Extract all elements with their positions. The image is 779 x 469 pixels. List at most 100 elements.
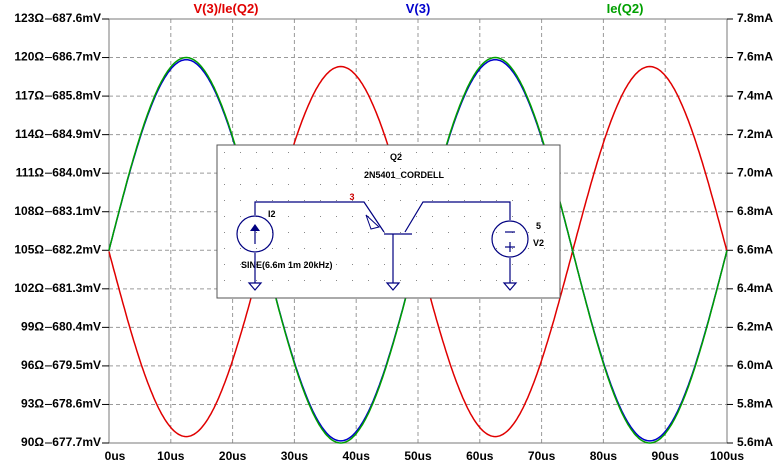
- y-tick-label-right: 6.0mA: [737, 358, 773, 372]
- y-tick-label-mv: 677.7mV: [52, 435, 101, 449]
- grid-dot: [544, 280, 545, 281]
- grid-dot: [320, 216, 321, 217]
- grid-dot: [336, 168, 337, 169]
- y-tick-label-mv: 682.2mV: [52, 242, 101, 256]
- grid-dot: [432, 200, 433, 201]
- grid-dot: [368, 152, 369, 153]
- grid-dot: [544, 152, 545, 153]
- grid-dot: [320, 168, 321, 169]
- grid-dot: [416, 152, 417, 153]
- grid-dot: [496, 232, 497, 233]
- grid-dot: [288, 216, 289, 217]
- y-tick-label-ohm: 93Ω: [21, 397, 44, 411]
- grid-dot: [416, 280, 417, 281]
- grid-dot: [304, 264, 305, 265]
- grid-dot: [384, 280, 385, 281]
- legend-series-1[interactable]: V(3): [406, 1, 431, 16]
- y-tick-label-ohm: 96Ω: [21, 358, 44, 372]
- grid-dot: [336, 200, 337, 201]
- grid-dot: [384, 264, 385, 265]
- grid-dot: [448, 264, 449, 265]
- grid-dot: [240, 200, 241, 201]
- grid-dot: [256, 168, 257, 169]
- grid-dot: [224, 200, 225, 201]
- y-tick-label-right: 6.8mA: [737, 204, 773, 218]
- grid-dot: [224, 184, 225, 185]
- y-tick-label-right: 6.6mA: [737, 242, 773, 256]
- grid-dot: [272, 200, 273, 201]
- grid-dot: [288, 152, 289, 153]
- y-tick-label-ohm: 108Ω: [14, 204, 44, 218]
- grid-dot: [432, 216, 433, 217]
- grid-dot: [464, 152, 465, 153]
- y-tick-label-right: 5.8mA: [737, 397, 773, 411]
- grid-dot: [352, 168, 353, 169]
- grid-dot: [496, 216, 497, 217]
- legend-series-0[interactable]: V(3)/Ie(Q2): [193, 1, 258, 16]
- voltage-source-value: 5: [536, 221, 541, 231]
- grid-dot: [352, 152, 353, 153]
- grid-dot: [544, 168, 545, 169]
- grid-dot: [320, 280, 321, 281]
- grid-dot: [384, 168, 385, 169]
- grid-dot: [528, 232, 529, 233]
- grid-dot: [528, 152, 529, 153]
- grid-dot: [496, 200, 497, 201]
- grid-dot: [416, 248, 417, 249]
- y-tick-label-ohm: 102Ω: [14, 281, 44, 295]
- x-tick-label: 70us: [528, 449, 556, 463]
- y-tick-label-ohm: 123Ω: [14, 11, 44, 25]
- grid-dot: [512, 264, 513, 265]
- y-tick-label-mv: 680.4mV: [52, 320, 101, 334]
- grid-dot: [480, 216, 481, 217]
- grid-dot: [352, 200, 353, 201]
- grid-dot: [432, 280, 433, 281]
- grid-dot: [224, 152, 225, 153]
- grid-dot: [320, 232, 321, 233]
- grid-dot: [240, 168, 241, 169]
- grid-dot: [272, 168, 273, 169]
- grid-dot: [544, 184, 545, 185]
- grid-dot: [368, 280, 369, 281]
- grid-dot: [384, 200, 385, 201]
- grid-dot: [288, 280, 289, 281]
- grid-dot: [384, 232, 385, 233]
- grid-dot: [496, 248, 497, 249]
- x-tick-label: 90us: [652, 449, 680, 463]
- grid-dot: [320, 200, 321, 201]
- grid-dot: [480, 280, 481, 281]
- grid-dot: [528, 280, 529, 281]
- grid-dot: [224, 168, 225, 169]
- grid-dot: [464, 264, 465, 265]
- grid-dot: [256, 184, 257, 185]
- y-tick-label-right: 7.6mA: [737, 50, 773, 64]
- current-source-value: SINE(6.6m 1m 20kHz): [241, 260, 333, 270]
- grid-dot: [336, 248, 337, 249]
- grid-dot: [384, 216, 385, 217]
- y-tick-label-ohm: 90Ω: [21, 435, 44, 449]
- grid-dot: [512, 248, 513, 249]
- x-tick-label: 20us: [219, 449, 247, 463]
- grid-dot: [448, 232, 449, 233]
- grid-dot: [464, 216, 465, 217]
- grid-dot: [352, 216, 353, 217]
- grid-dot: [464, 248, 465, 249]
- y-axis-right: 5.6mA 5.8mA 6.0mA 6.2mA 6.4mA 6.6mA 6.8mA 7.0mA…: [727, 11, 773, 449]
- node-label: 3: [349, 192, 354, 202]
- grid-dot: [464, 168, 465, 169]
- grid-dot: [544, 248, 545, 249]
- grid-dot: [336, 152, 337, 153]
- grid-dot: [240, 184, 241, 185]
- grid-dot: [448, 152, 449, 153]
- grid-dot: [320, 184, 321, 185]
- grid-dot: [352, 280, 353, 281]
- grid-dot: [496, 280, 497, 281]
- voltage-source-icon: [491, 220, 529, 258]
- grid-dot: [304, 232, 305, 233]
- grid-dot: [544, 216, 545, 217]
- transistor-model: 2N5401_CORDELL: [364, 170, 445, 180]
- grid-dot: [400, 216, 401, 217]
- grid-dot: [416, 184, 417, 185]
- legend-series-2[interactable]: Ie(Q2): [607, 1, 644, 16]
- y-tick-label-mv: 678.6mV: [52, 397, 101, 411]
